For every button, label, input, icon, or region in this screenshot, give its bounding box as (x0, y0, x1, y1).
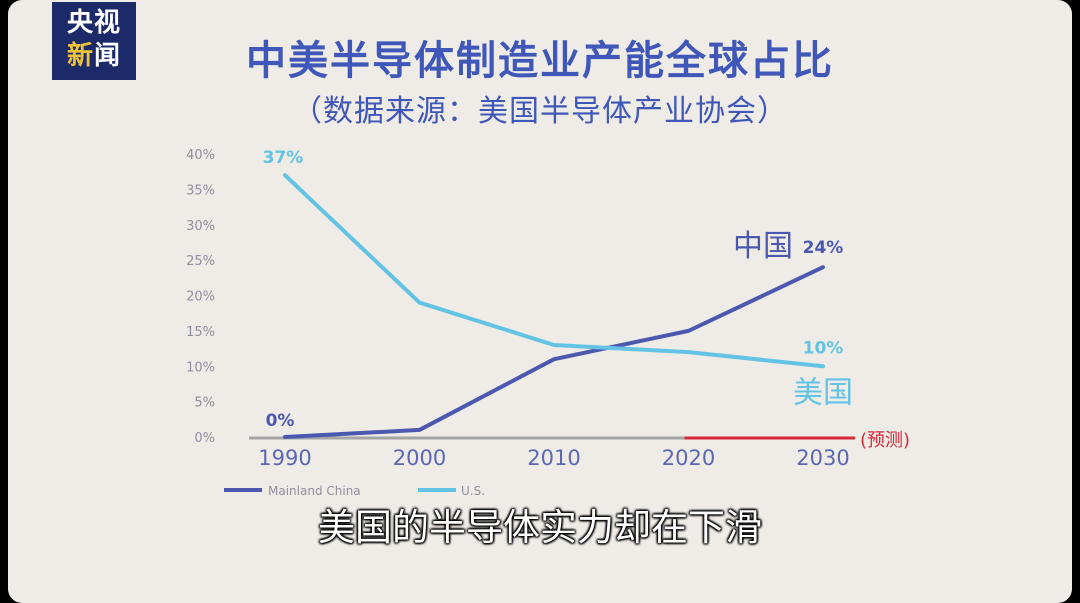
x-tick-label: 2010 (527, 446, 580, 470)
x-tick-label: 1990 (258, 446, 311, 470)
y-tick-label: 20% (186, 290, 215, 305)
china-start-data-label: 0% (266, 411, 295, 431)
x-tick-label: 2020 (662, 446, 715, 470)
chart-title: 中美半导体制造业产能全球占比 (246, 38, 834, 84)
logo-line-1: 央视 (66, 8, 121, 38)
y-tick-label: 25% (186, 254, 215, 269)
chart-subtitle: （数据来源：美国半导体产业协会） (292, 94, 788, 129)
us-series-label: 美国 (793, 375, 853, 410)
us-series-line (283, 173, 825, 369)
legend-label-china: Mainland China (268, 484, 361, 498)
y-tick-label: 10% (186, 360, 215, 375)
logo-line-2: 新闻 (52, 40, 136, 73)
us-start-data-label: 37% (263, 148, 304, 168)
y-tick-label: 40% (186, 148, 215, 163)
y-tick-label: 5% (194, 396, 215, 411)
video-subtitle-caption: 美国的半导体实力却在下滑 (318, 506, 762, 549)
chart-panel (8, 0, 1072, 603)
china-end-data-label: 24% (803, 238, 844, 258)
legend-label-us: U.S. (461, 484, 485, 498)
china-series-line (283, 265, 825, 439)
x-tick-label: 2000 (393, 446, 446, 470)
y-tick-label: 30% (186, 219, 215, 234)
china-series-label: 中国 (733, 229, 793, 264)
y-tick-label: 35% (186, 183, 215, 198)
cctv-news-logo: 央视 新闻 (52, 2, 136, 80)
us-end-data-label: 10% (803, 338, 844, 358)
logo-char-xin: 新 (66, 41, 94, 71)
logo-char-wen: 闻 (94, 41, 122, 71)
y-tick-label: 15% (186, 325, 215, 340)
y-tick-label: 0% (194, 431, 215, 446)
x-tick-label: 2030 (796, 446, 849, 470)
forecast-label: (预测) (860, 430, 910, 451)
